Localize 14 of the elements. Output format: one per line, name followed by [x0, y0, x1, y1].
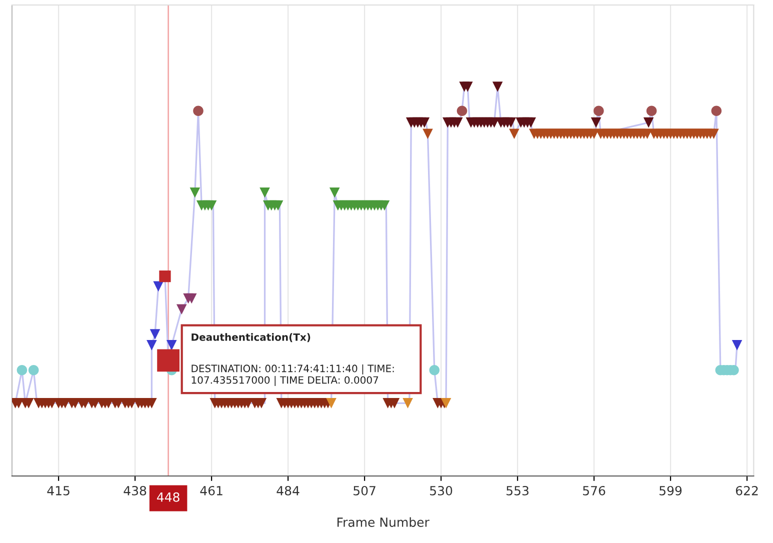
- x-tick-label: 415: [47, 486, 70, 496]
- x-tick-label: 530: [430, 486, 452, 496]
- x-tick-label: 599: [660, 486, 682, 496]
- annotation: DESTINATION: 00:11:74:41:11:40 | TIME: 107.435517000 | TIME DELTA: 0.0007: [192, 364, 394, 386]
- x-tick-label: 622: [736, 486, 758, 496]
- x-tick-label: 438: [124, 486, 146, 496]
- x-tick-label: 484: [276, 486, 300, 496]
- ref-line-label: 448: [157, 492, 180, 502]
- x-axis-title: Frame Number: [337, 517, 430, 527]
- x-tick-label: 553: [506, 486, 528, 496]
- x-tick-label: 507: [354, 486, 376, 496]
- x-tick-label: 576: [583, 486, 606, 496]
- annotation: Deauthentication(Tx): [192, 333, 310, 342]
- x-tick-label: 461: [200, 486, 222, 496]
